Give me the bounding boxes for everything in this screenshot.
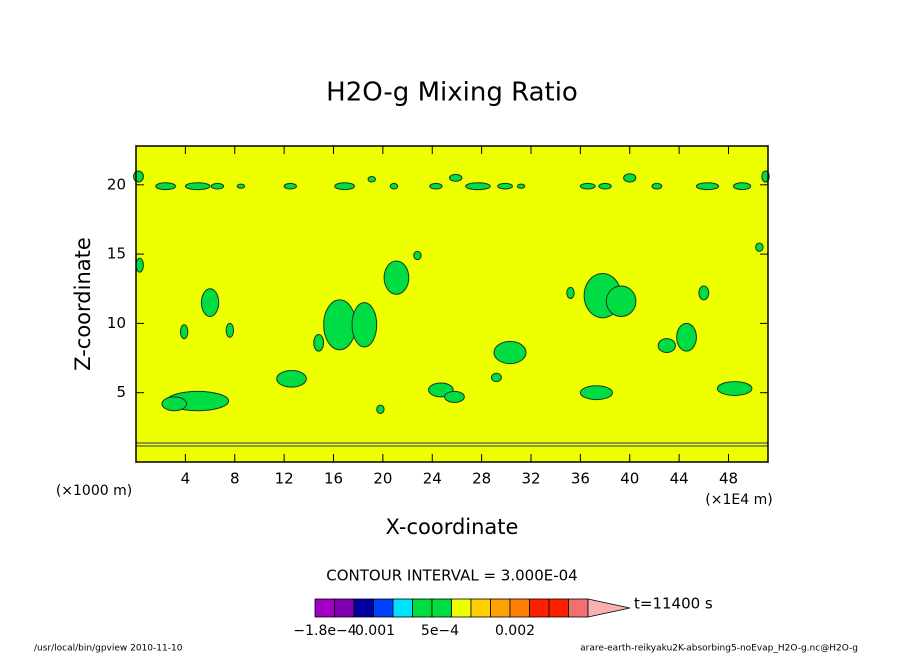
x-tick-label: 8 xyxy=(230,470,240,488)
contour-region xyxy=(716,381,753,396)
time-label: t=11400 s xyxy=(634,595,713,613)
contour-region xyxy=(135,257,144,273)
contour-region xyxy=(605,285,637,317)
contour-region xyxy=(155,182,176,191)
x-tick-label: 28 xyxy=(472,470,491,488)
colorbar-box xyxy=(490,598,511,618)
plot-frame xyxy=(135,145,769,463)
colorbar-box xyxy=(529,598,550,618)
colorbar-box xyxy=(334,598,355,618)
y-tick-label: 10 xyxy=(107,314,126,332)
contour-region xyxy=(579,385,613,401)
x-tick-label: 12 xyxy=(275,470,294,488)
x-unit: (×1000 m) xyxy=(56,483,132,499)
contour-region xyxy=(444,390,465,403)
x-tick-label: 48 xyxy=(719,470,738,488)
y-axis-label: Z-coordinate xyxy=(71,237,95,371)
colorbar-box xyxy=(451,598,472,618)
contour-region xyxy=(210,182,225,190)
colorbar-box xyxy=(412,598,433,618)
contour-region xyxy=(516,183,526,189)
contour-region xyxy=(236,183,246,189)
contour-region xyxy=(579,182,596,190)
contour-region xyxy=(465,182,491,191)
contour-region xyxy=(623,173,637,183)
contour-region xyxy=(651,182,663,190)
contour-region xyxy=(179,324,189,340)
x-tick-label: 24 xyxy=(423,470,442,488)
contour-region xyxy=(598,182,612,190)
contour-region xyxy=(351,302,378,348)
contour-interval: CONTOUR INTERVAL = 3.000E-04 xyxy=(326,567,577,585)
colorbar-box xyxy=(509,598,530,618)
contour-region xyxy=(383,260,410,295)
y-tick-label: 20 xyxy=(107,175,126,193)
y-tick-label: 15 xyxy=(107,245,126,263)
footer-right: arare-earth-reikyaku2K-absorbing5-noEvap… xyxy=(580,644,858,654)
contour-region xyxy=(493,340,527,365)
contour-region xyxy=(334,182,355,191)
contour-region xyxy=(449,173,463,182)
contour-region xyxy=(732,182,752,191)
colorbar-box xyxy=(548,598,569,618)
colorbar-label: 5e−4 xyxy=(421,623,459,639)
colorbar-label: 0.002 xyxy=(495,623,535,639)
x-axis-label: X-coordinate xyxy=(386,515,519,539)
contour-region xyxy=(376,404,385,414)
colorbar-box xyxy=(568,598,589,618)
contour-region xyxy=(323,299,357,351)
contour-region xyxy=(367,175,376,183)
plot-background xyxy=(136,146,768,462)
colorbar-box xyxy=(353,598,374,618)
contour-region xyxy=(283,182,297,190)
contour-region xyxy=(676,322,697,352)
y-tick-label: 5 xyxy=(116,383,126,401)
contour-region xyxy=(755,242,764,252)
contour-region xyxy=(276,370,307,388)
x-tick-label: 20 xyxy=(373,470,392,488)
contour-region xyxy=(413,250,422,261)
contour-region xyxy=(161,396,188,412)
x-tick-label: 36 xyxy=(571,470,590,488)
contour-region xyxy=(184,182,211,191)
x-tick-label: 44 xyxy=(670,470,689,488)
colorbar-box xyxy=(373,598,394,618)
colorbar-box xyxy=(470,598,491,618)
contour-region xyxy=(313,333,325,352)
contour-region xyxy=(133,170,144,183)
x-tick-label: 32 xyxy=(521,470,540,488)
colorbar-label: −1.8e−4 xyxy=(293,623,356,639)
chart-title: H2O-g Mixing Ratio xyxy=(326,78,578,108)
contour-region xyxy=(695,182,720,191)
colorbar-label: 0.001 xyxy=(355,623,395,639)
contour-region xyxy=(429,182,443,190)
x-tick-label: 16 xyxy=(324,470,343,488)
colorbar-box xyxy=(314,598,335,618)
contour-region xyxy=(389,182,399,190)
x-tick-label: 40 xyxy=(620,470,639,488)
x-unit2: (×1E4 m) xyxy=(705,492,772,508)
contour-region xyxy=(566,286,575,299)
contour-region xyxy=(225,322,235,338)
colorbar-end xyxy=(587,598,631,618)
contour-region xyxy=(491,372,502,383)
colorbar-box xyxy=(431,598,452,618)
contour-region xyxy=(497,182,513,190)
x-tick-label: 4 xyxy=(181,470,191,488)
contour-region xyxy=(698,285,710,301)
contour-region xyxy=(200,288,220,317)
colorbar-box xyxy=(392,598,413,618)
contour-region xyxy=(657,338,676,354)
footer-left: /usr/local/bin/gpview 2010-11-10 xyxy=(34,644,183,654)
